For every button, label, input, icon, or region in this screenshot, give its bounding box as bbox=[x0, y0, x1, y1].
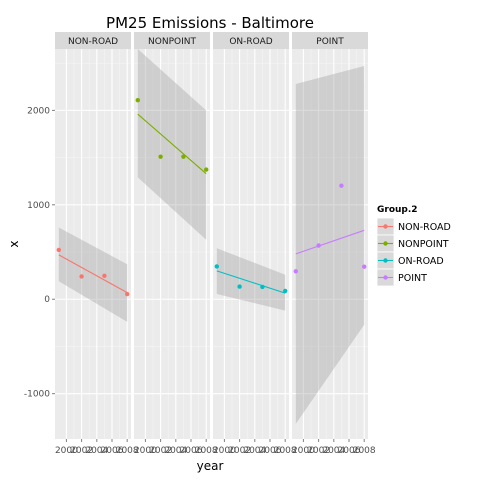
data-point-nonpoint bbox=[158, 154, 163, 159]
panel-background bbox=[55, 49, 131, 439]
confidence-band-point bbox=[295, 65, 365, 424]
x-tick-label: 2004 bbox=[85, 446, 108, 456]
facet-label-nonpoint: NONPOINT bbox=[148, 37, 196, 47]
facet-strip-nonpoint bbox=[134, 32, 210, 49]
legend-label-non-road: NON-ROAD bbox=[398, 222, 451, 233]
facet-strip-non-road bbox=[55, 32, 131, 49]
legend-label-on-road: ON-ROAD bbox=[398, 256, 444, 267]
data-point-on-road bbox=[260, 284, 265, 290]
data-point-point bbox=[362, 264, 367, 269]
data-point-nonpoint bbox=[204, 167, 209, 172]
fit-line-on-road bbox=[216, 270, 286, 294]
y-tick-label: 2000 bbox=[27, 106, 50, 116]
data-point-non-road bbox=[102, 273, 107, 279]
x-tick-label: 2000 bbox=[134, 446, 157, 456]
legend-point-point bbox=[383, 275, 388, 280]
legend-point-on-road bbox=[383, 258, 388, 263]
x-tick-label: 2006 bbox=[338, 446, 361, 456]
legend-point-nonpoint bbox=[383, 241, 388, 246]
data-point-point bbox=[316, 243, 321, 248]
x-tick-label: 2006 bbox=[101, 446, 124, 456]
x-tick-label: 2002 bbox=[149, 446, 172, 456]
data-point-on-road bbox=[237, 284, 242, 289]
y-tick-label: -1000 bbox=[24, 390, 50, 400]
x-tick-label: 2004 bbox=[322, 446, 345, 456]
legend-point-non-road bbox=[383, 224, 388, 229]
fit-line-non-road bbox=[58, 254, 128, 294]
facet-strip-point bbox=[292, 32, 368, 49]
legend-label-nonpoint: NONPOINT bbox=[398, 239, 449, 250]
x-tick-label: 2000 bbox=[292, 446, 315, 456]
facet-panel-non-road: NON-ROAD bbox=[55, 32, 131, 439]
data-point-nonpoint bbox=[181, 154, 186, 159]
x-tick-label: 2008 bbox=[195, 446, 218, 456]
data-point-point bbox=[293, 269, 298, 274]
y-tick-label: 0 bbox=[44, 295, 50, 305]
x-tick-label: 2008 bbox=[274, 446, 297, 456]
legend-label-point: POINT bbox=[398, 273, 427, 284]
facet-panel-point: POINT bbox=[292, 32, 368, 439]
x-tick-label: 2002 bbox=[307, 446, 330, 456]
x-tick-label: 2002 bbox=[228, 446, 251, 456]
x-tick-label: 2004 bbox=[243, 446, 266, 456]
confidence-band-non-road bbox=[58, 227, 128, 322]
facet-label-on-road: ON-ROAD bbox=[229, 37, 272, 47]
chart-title: PM25 Emissions - Baltimore bbox=[106, 14, 314, 32]
confidence-band-on-road bbox=[216, 248, 286, 311]
y-axis-label: x bbox=[7, 240, 21, 247]
facet-label-non-road: NON-ROAD bbox=[68, 37, 118, 47]
y-tick-label: 1000 bbox=[27, 201, 50, 211]
data-point-on-road bbox=[283, 288, 288, 294]
data-point-nonpoint bbox=[135, 97, 140, 103]
data-point-non-road bbox=[125, 291, 130, 297]
data-point-non-road bbox=[56, 247, 61, 253]
fit-line-nonpoint bbox=[137, 113, 207, 175]
x-axis-label: year bbox=[197, 459, 224, 473]
data-point-point bbox=[339, 183, 344, 188]
x-tick-label: 2000 bbox=[55, 446, 78, 456]
facet-label-point: POINT bbox=[316, 37, 344, 47]
facet-panel-on-road: ON-ROAD bbox=[213, 32, 289, 439]
x-tick-label: 2006 bbox=[180, 446, 203, 456]
x-tick-label: 2008 bbox=[116, 446, 139, 456]
fit-line-point bbox=[295, 229, 365, 255]
data-point-on-road bbox=[214, 264, 219, 269]
x-tick-label: 2008 bbox=[353, 446, 376, 456]
panel-background bbox=[134, 49, 210, 439]
x-tick-label: 2000 bbox=[213, 446, 236, 456]
x-tick-label: 2002 bbox=[70, 446, 93, 456]
facet-panel-nonpoint: NONPOINT bbox=[134, 32, 210, 439]
legend-title: Group.2 bbox=[377, 205, 418, 215]
x-tick-label: 2006 bbox=[259, 446, 282, 456]
x-tick-label: 2004 bbox=[164, 446, 187, 456]
data-point-non-road bbox=[79, 274, 84, 279]
panel-background bbox=[292, 49, 368, 439]
panel-background bbox=[213, 49, 289, 439]
facet-strip-on-road bbox=[213, 32, 289, 49]
